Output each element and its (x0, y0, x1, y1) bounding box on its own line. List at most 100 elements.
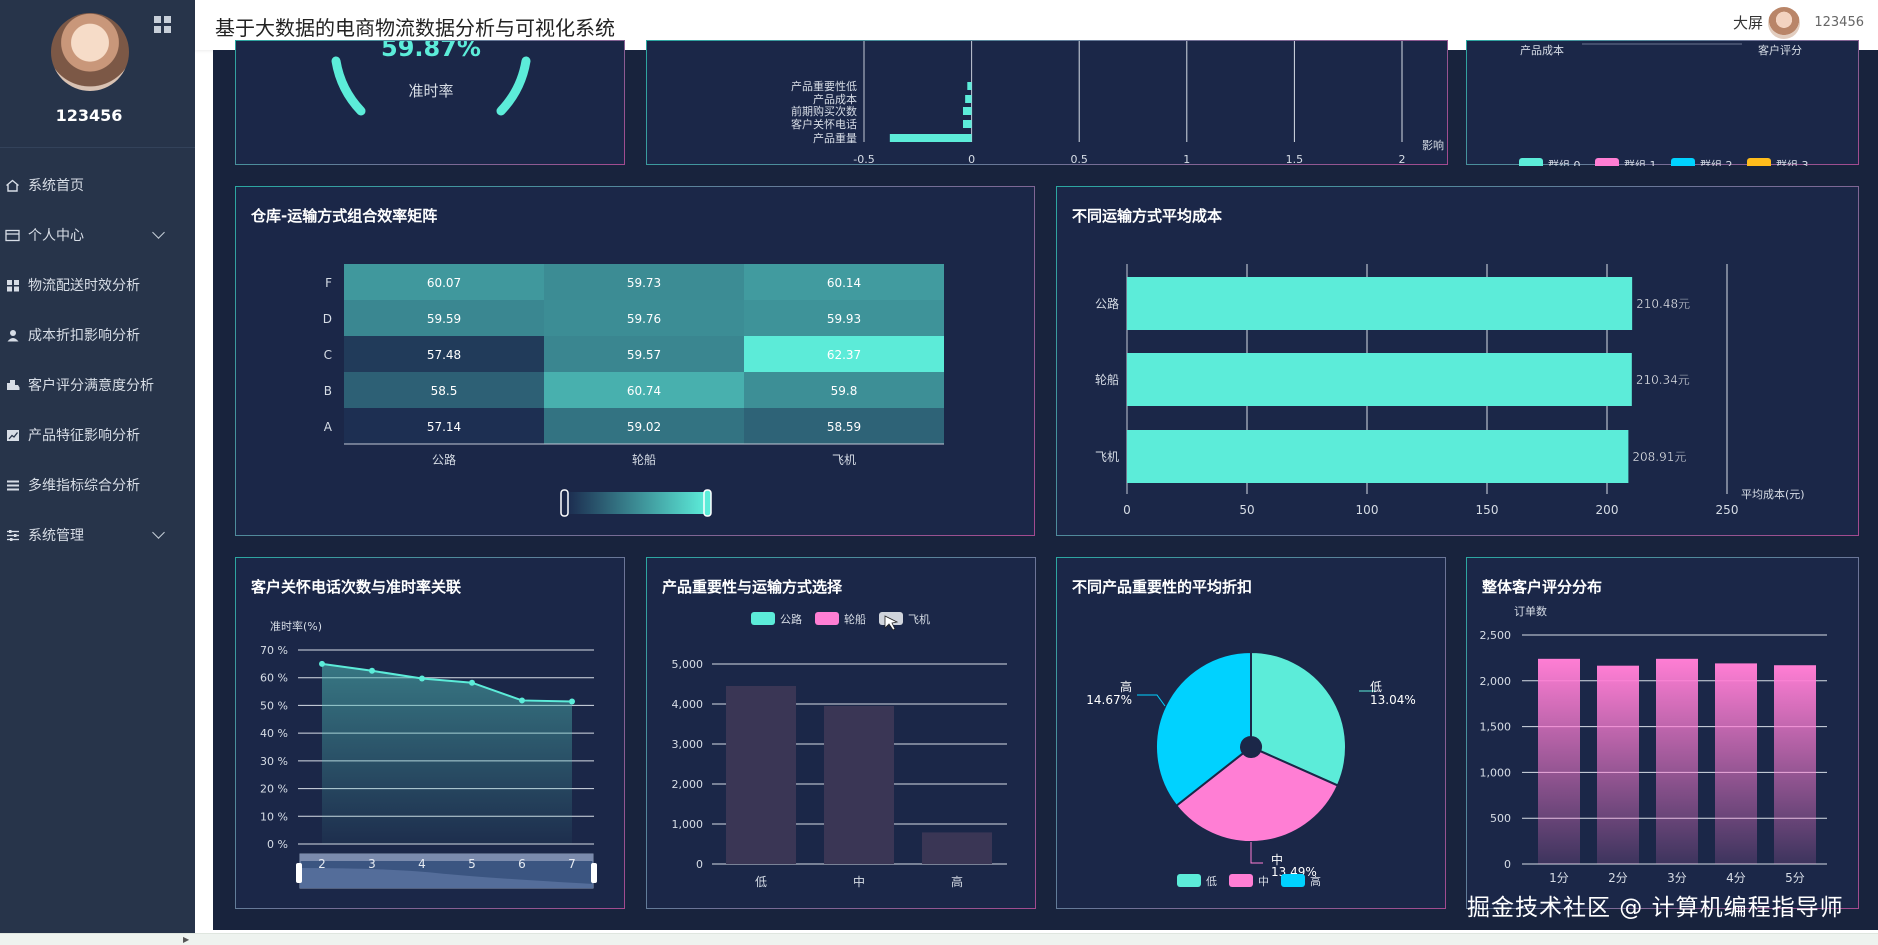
importance-legend-label: 飞机 (908, 612, 930, 626)
sidebar-item-customer-rating[interactable]: 客户评分满意度分析 (0, 360, 195, 410)
cost-bar (1127, 277, 1633, 330)
pie-legend-label: 中 (1258, 875, 1269, 888)
gauge-panel: 59.87% 准时率 (235, 34, 625, 165)
feature-label: 产品重量 (813, 131, 857, 145)
sidebar-item-home[interactable]: 系统首页 (0, 160, 195, 210)
importance-x-tick: 高 (951, 874, 963, 889)
pie-legend-label: 低 (1206, 875, 1217, 888)
cost-title: 不同运输方式平均成本 (1072, 207, 1223, 225)
heatmap-visual-map (566, 492, 706, 514)
sidebar-item-label: 物流配送时效分析 (28, 278, 140, 294)
care-y-tick: 70 % (260, 644, 288, 657)
scroll-right-arrow-icon[interactable]: ▶ (183, 935, 190, 944)
importance-x-tick: 低 (755, 875, 767, 889)
care-zoom-handle-right (591, 863, 597, 883)
sidebar-item-label: 系统首页 (28, 178, 84, 194)
pie-legend-swatch (1281, 874, 1305, 887)
cluster-legend-label: 群组 1 (1624, 158, 1657, 166)
sliders-icon (7, 529, 19, 541)
rating-bar (1538, 658, 1580, 864)
gauge-label: 准时率 (408, 82, 453, 100)
rating-x-tick: 1分 (1549, 871, 1569, 885)
care-point (569, 698, 575, 705)
sidebar-item-label: 成本折扣影响分析 (28, 328, 140, 344)
avatar[interactable] (51, 13, 129, 91)
feature-bar (965, 95, 972, 103)
sidebar-item-multi-dimension[interactable]: 多维指标综合分析 (0, 460, 195, 510)
apps-grid-icon[interactable] (154, 16, 172, 34)
rating-bar (1774, 665, 1816, 864)
heatmap-cell (344, 372, 544, 408)
heatmap-cell (544, 264, 744, 300)
chevron-down-icon[interactable] (152, 526, 165, 539)
heatmap-cell (744, 264, 944, 300)
heatmap-cell-label: 59.59 (427, 312, 461, 326)
rating-y-tick: 0 (1504, 858, 1511, 871)
sidebar-item-cost-discount[interactable]: 成本折扣影响分析 (0, 310, 195, 360)
discount-pie-chart: 低13.04%中13.49%高14.67%低中高 (1086, 650, 1416, 888)
big-screen-link[interactable]: 大屏 (1732, 14, 1763, 32)
pie-legend-swatch (1177, 874, 1201, 887)
feature-label: 产品重要性低 (791, 79, 857, 93)
care-x-tick: 6 (518, 857, 526, 871)
importance-x-tick: 中 (853, 874, 865, 889)
cluster-legend-swatch (1595, 158, 1619, 171)
heatmap-range-handle-max (703, 489, 712, 517)
rating-y-tick: 1,000 (1480, 766, 1512, 779)
feature-axis-name: 影响 (1422, 139, 1444, 152)
care-x-tick: 3 (368, 857, 376, 871)
gauge-arc-right (496, 56, 531, 116)
care-x-tick: 5 (468, 857, 476, 871)
cost-bar (1127, 353, 1632, 406)
sidebar-item-product-feature[interactable]: 产品特征影响分析 (0, 410, 195, 460)
importance-legend-label: 轮船 (844, 612, 866, 626)
home-icon (6, 179, 19, 192)
care-point (369, 667, 375, 674)
sidebar-item-profile[interactable]: 个人中心 (0, 210, 195, 260)
importance-y-tick: 2,000 (672, 778, 704, 791)
feature-x-tick: 0 (968, 153, 975, 166)
horizontal-scrollbar[interactable] (0, 933, 1878, 945)
heatmap-row-label: A (324, 420, 333, 434)
rating-y-tick: 500 (1490, 812, 1511, 825)
gauge-arc-left (331, 56, 366, 116)
cluster-chart: 产品成本 客户评分 群组 0 群组 1 群组 2 群组 3 (1519, 43, 1809, 172)
rating-y-tick: 2,500 (1480, 629, 1512, 642)
importance-legend-label: 公路 (780, 613, 802, 626)
dashboard: 59.87% 准时率 产品重要性低 产品成本 前期购买次数 客户关怀电话 产品重量 -0.… (213, 34, 1878, 930)
rating-title: 整体客户评分分布 (1482, 578, 1603, 596)
cost-category-label: 轮船 (1095, 373, 1119, 387)
care-y-label: 准时率(%) (270, 619, 322, 633)
pie-label-name: 高 (1120, 679, 1132, 694)
care-point (519, 697, 525, 704)
user-avatar[interactable] (1768, 7, 1800, 39)
feature-bar (967, 82, 972, 90)
heatmap-cell-label: 62.37 (827, 348, 861, 362)
rating-bar (1597, 665, 1639, 864)
pie-slice (1174, 749, 1340, 843)
care-title: 客户关怀电话次数与准时率关联 (251, 578, 462, 596)
rating-x-tick: 2分 (1608, 871, 1628, 885)
care-area (322, 663, 572, 844)
header-username[interactable]: 123456 (1814, 15, 1864, 30)
heatmap-cell (744, 408, 944, 444)
cost-panel: 不同运输方式平均成本 公路 210.48元 轮船 210.34元 飞机 208.91元 0 5… (1056, 186, 1859, 536)
sidebar-item-label: 客户评分满意度分析 (28, 378, 154, 394)
cost-x-tick: 50 (1239, 503, 1254, 517)
gauge-value: 59.87% (381, 41, 481, 62)
truck-icon (7, 379, 20, 390)
heatmap-range-handle-min (560, 489, 569, 517)
cluster-y-label: 客户评分 (1758, 43, 1802, 57)
sidebar-item-label: 产品特征影响分析 (28, 428, 140, 444)
pie-label-line (1250, 842, 1263, 864)
heatmap-cell (544, 372, 744, 408)
chevron-down-icon[interactable] (152, 226, 165, 239)
heatmap-cell-label: 59.76 (627, 312, 661, 326)
chart-icon (7, 429, 19, 441)
heatmap-cell-label: 58.5 (431, 384, 458, 398)
sidebar-item-system-admin[interactable]: 系统管理 (0, 510, 195, 560)
sidebar-item-delivery-timeliness[interactable]: 物流配送时效分析 (0, 260, 195, 310)
sidebar-username: 123456 (55, 106, 123, 125)
care-y-tick: 10 % (260, 810, 288, 823)
care-x-tick: 2 (318, 857, 326, 871)
